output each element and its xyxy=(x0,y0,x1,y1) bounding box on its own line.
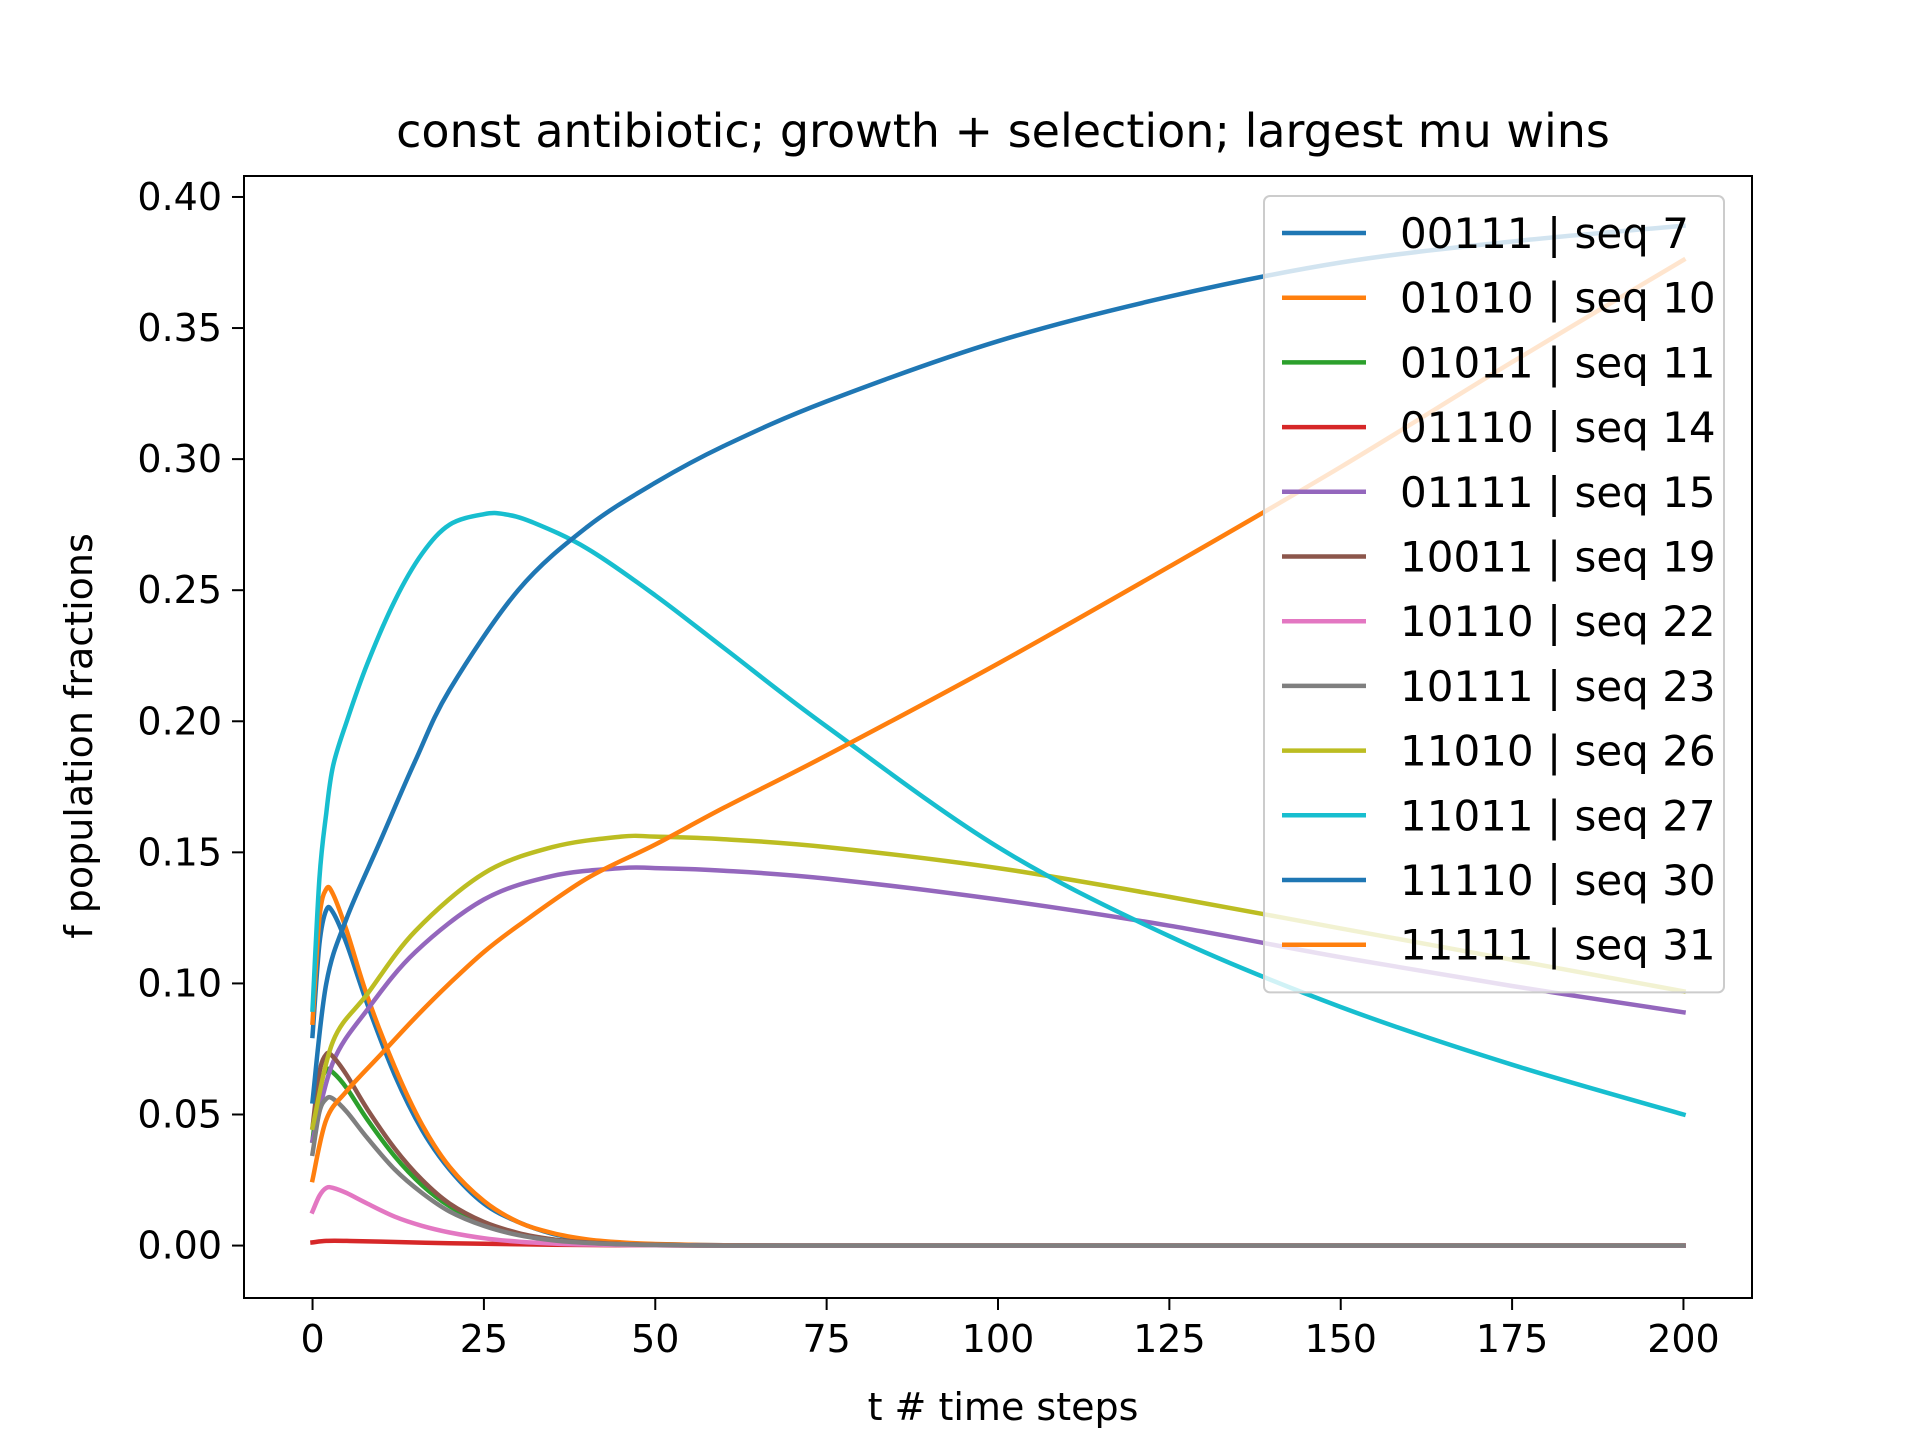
legend-box xyxy=(1263,195,1725,994)
y-tick-label: 0.15 xyxy=(137,830,222,874)
y-tick-label: 0.00 xyxy=(137,1224,222,1268)
x-axis-label: t # time steps xyxy=(868,1385,1139,1429)
legend-label: 01110 | seq 14 xyxy=(1400,403,1716,452)
x-axis: 0 25 50 75 100 125 150 175 200 xyxy=(300,1298,1720,1361)
x-tick-label: 175 xyxy=(1476,1317,1549,1361)
legend-label: 01010 | seq 10 xyxy=(1400,274,1716,323)
y-tick-label: 0.35 xyxy=(137,306,222,350)
y-tick-label: 0.05 xyxy=(137,1092,222,1136)
y-tick-label: 0.25 xyxy=(137,568,222,612)
y-tick-label: 0.10 xyxy=(137,961,222,1005)
series-line-8 xyxy=(309,1094,1686,1248)
x-tick-label: 125 xyxy=(1133,1317,1206,1361)
legend-label: 10111 | seq 23 xyxy=(1400,662,1716,711)
x-tick-label: 50 xyxy=(631,1317,679,1361)
legend-label: 01011 | seq 11 xyxy=(1400,338,1716,387)
legend-label: 01111 | seq 15 xyxy=(1400,468,1716,517)
y-tick-label: 0.20 xyxy=(137,699,222,743)
chart-title: const antibiotic; growth + selection; la… xyxy=(396,104,1610,158)
legend: 00111 | seq 7 01010 | seq 10 01011 | seq 1… xyxy=(1263,195,1725,994)
legend-label: 00111 | seq 7 xyxy=(1400,209,1689,258)
legend-label: 11010 | seq 26 xyxy=(1400,727,1716,776)
x-tick-label: 75 xyxy=(802,1317,850,1361)
legend-label: 11110 | seq 30 xyxy=(1400,856,1716,905)
y-tick-label: 0.40 xyxy=(137,175,222,219)
x-tick-label: 100 xyxy=(962,1317,1035,1361)
x-tick-label: 0 xyxy=(300,1317,324,1361)
x-tick-label: 150 xyxy=(1304,1317,1377,1361)
y-axis: 0.00 0.05 0.10 0.15 0.20 0.25 0.30 0.35 0.40 xyxy=(137,175,244,1268)
y-tick-label: 0.30 xyxy=(137,437,222,481)
x-tick-label: 25 xyxy=(460,1317,508,1361)
y-axis-label: f population fractions xyxy=(57,533,101,939)
series-line-10 xyxy=(310,510,1687,1118)
legend-label: 10110 | seq 22 xyxy=(1400,597,1716,646)
legend-label: 10011 | seq 19 xyxy=(1400,533,1716,582)
legend-label: 11011 | seq 27 xyxy=(1400,791,1716,840)
x-tick-label: 200 xyxy=(1647,1317,1720,1361)
legend-label: 11111 | seq 31 xyxy=(1400,921,1716,970)
